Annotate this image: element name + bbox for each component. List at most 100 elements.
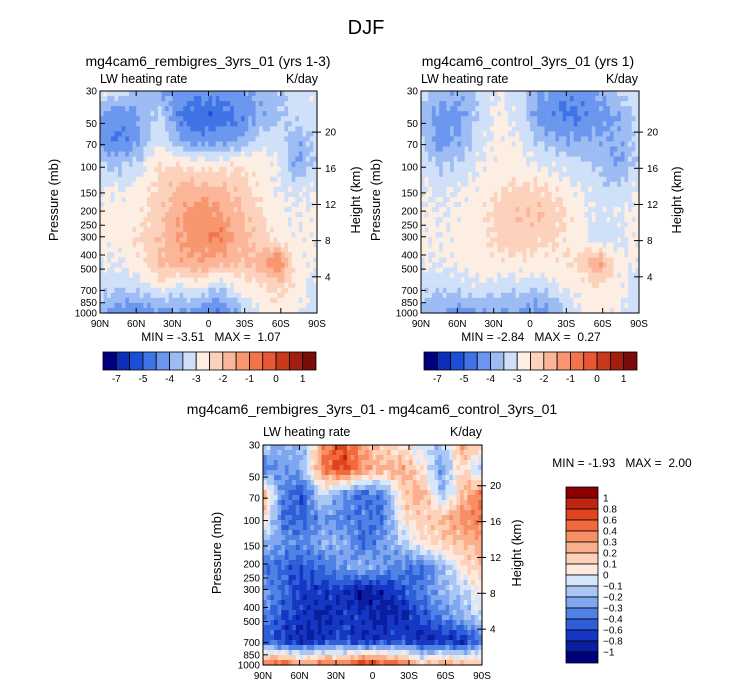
field-cell bbox=[450, 277, 455, 284]
field-cell bbox=[186, 227, 192, 233]
field-cell bbox=[125, 292, 130, 299]
field-cell bbox=[266, 257, 271, 264]
field-cell bbox=[464, 141, 469, 148]
field-cell bbox=[431, 151, 437, 158]
field-cell bbox=[128, 146, 134, 153]
field-cell bbox=[175, 131, 181, 138]
panel-control: mg4cam6_control_3yrs_01 (yrs 1) LW heati… bbox=[368, 53, 684, 344]
field-cell bbox=[107, 176, 112, 183]
field-cell bbox=[255, 121, 260, 127]
field-cell bbox=[226, 302, 231, 309]
field-cell bbox=[168, 91, 173, 97]
field-cell bbox=[515, 217, 520, 223]
field-cell bbox=[201, 151, 206, 158]
field-cell bbox=[559, 161, 564, 168]
field-cell bbox=[248, 166, 253, 173]
field-cell bbox=[453, 237, 458, 243]
field-cell bbox=[179, 252, 184, 259]
field-cell bbox=[442, 136, 448, 143]
field-cell bbox=[110, 247, 116, 254]
field-cell bbox=[125, 302, 130, 309]
field-cell bbox=[482, 106, 487, 112]
field-cell bbox=[439, 96, 444, 102]
field-cell bbox=[635, 277, 640, 284]
field-cell bbox=[486, 171, 491, 178]
field-cell bbox=[460, 111, 466, 117]
field-cell bbox=[150, 196, 155, 203]
field-cell bbox=[194, 232, 199, 238]
field-cell bbox=[288, 116, 293, 122]
field-cell bbox=[493, 111, 498, 117]
field-cell bbox=[313, 161, 318, 168]
field-cell bbox=[118, 131, 123, 138]
field-cell bbox=[555, 161, 560, 168]
field-cell bbox=[537, 186, 542, 193]
field-cell bbox=[468, 207, 473, 213]
field-cell bbox=[280, 252, 286, 259]
field-cell bbox=[230, 262, 235, 269]
field-cell bbox=[244, 242, 249, 249]
field-cell bbox=[208, 136, 213, 143]
field-cell bbox=[606, 146, 611, 153]
field-cell bbox=[609, 186, 615, 193]
field-cell bbox=[255, 106, 260, 112]
field-cell bbox=[121, 242, 126, 249]
field-cell bbox=[121, 151, 126, 158]
field-cell bbox=[635, 111, 640, 117]
field-cell bbox=[212, 121, 217, 127]
field-cell bbox=[439, 227, 444, 233]
field-cell bbox=[522, 232, 527, 238]
field-cell bbox=[602, 96, 607, 102]
field-cell bbox=[490, 156, 495, 163]
field-cell bbox=[569, 126, 575, 132]
field-cell bbox=[435, 186, 440, 193]
field-cell bbox=[143, 131, 148, 138]
field-cell bbox=[566, 121, 571, 127]
field-cell bbox=[631, 207, 636, 213]
field-cell bbox=[428, 161, 433, 168]
field-cell bbox=[204, 196, 210, 203]
field-cell bbox=[606, 111, 611, 117]
field-cell bbox=[482, 186, 487, 193]
field-cell bbox=[497, 171, 502, 178]
field-cell bbox=[114, 136, 119, 143]
field-cell bbox=[628, 136, 633, 143]
field-cell bbox=[544, 207, 549, 213]
field-cell bbox=[439, 171, 444, 178]
field-cell bbox=[295, 277, 300, 284]
field-cell bbox=[471, 91, 477, 97]
field-cell bbox=[226, 116, 231, 122]
field-cell bbox=[551, 222, 557, 228]
field-cell bbox=[624, 111, 629, 117]
field-cell bbox=[139, 272, 144, 279]
field-cell bbox=[161, 297, 166, 304]
field-cell bbox=[559, 126, 564, 132]
field-cell bbox=[486, 267, 491, 274]
field-cell bbox=[215, 277, 220, 284]
field-cell bbox=[168, 176, 173, 183]
field-cell bbox=[486, 166, 491, 173]
field-cell bbox=[497, 91, 502, 97]
field-cell bbox=[631, 196, 636, 203]
field-cell bbox=[197, 161, 202, 168]
field-cell bbox=[511, 91, 517, 97]
field-cell bbox=[219, 287, 224, 294]
field-cell bbox=[540, 171, 546, 178]
field-cell bbox=[147, 267, 152, 274]
field-cell bbox=[161, 176, 166, 183]
field-cell bbox=[172, 146, 177, 153]
field-cell bbox=[635, 207, 640, 213]
field-cell bbox=[580, 222, 586, 228]
field-cell bbox=[277, 202, 282, 208]
field-cell bbox=[421, 151, 426, 158]
field-cell bbox=[262, 287, 267, 294]
field-cell bbox=[540, 257, 546, 264]
field-cell bbox=[624, 237, 629, 243]
field-cell bbox=[591, 272, 596, 279]
field-cell bbox=[295, 257, 300, 264]
field-cell bbox=[273, 151, 278, 158]
field-cell bbox=[548, 232, 553, 238]
field-cell bbox=[259, 196, 264, 203]
field-cell bbox=[537, 222, 542, 228]
field-cell bbox=[295, 247, 300, 254]
